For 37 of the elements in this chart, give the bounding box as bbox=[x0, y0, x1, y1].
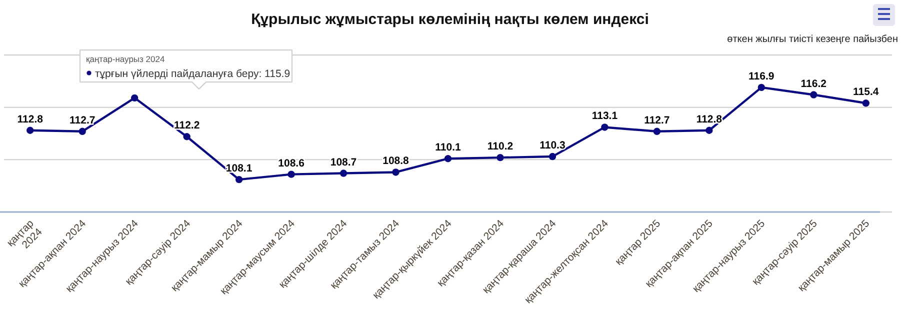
data-label: 108.7 bbox=[330, 156, 357, 168]
data-label: 112.7 bbox=[644, 114, 670, 126]
data-label: 113.1 bbox=[592, 110, 618, 122]
data-label: 112.7 bbox=[70, 114, 96, 126]
data-label: 110.2 bbox=[487, 140, 514, 153]
point bbox=[706, 126, 713, 134]
point bbox=[601, 124, 608, 131]
annotation: тұрғын үйлерді пайдалануға беру: 115.9 bbox=[95, 68, 290, 80]
data-label: 112.8 bbox=[17, 113, 44, 126]
point bbox=[548, 152, 556, 160]
data-label: 112.8 bbox=[696, 113, 722, 126]
point bbox=[758, 84, 766, 92]
chart-title: Құрылыс жұмыстары көлемінің нақты көлем индексі bbox=[251, 11, 649, 28]
data-label: 108.8 bbox=[382, 155, 410, 168]
point bbox=[810, 91, 818, 98]
annotation: қаңтар-наурыз 2024 bbox=[86, 54, 165, 64]
point bbox=[444, 155, 452, 162]
point bbox=[862, 100, 870, 107]
data-label: 115.4 bbox=[853, 86, 879, 98]
point bbox=[392, 168, 400, 176]
data-label: 112.2 bbox=[174, 120, 200, 132]
point bbox=[130, 94, 138, 102]
data-label: 108.6 bbox=[278, 157, 305, 170]
point bbox=[288, 170, 295, 178]
point bbox=[340, 170, 348, 177]
chart-subtitle: өткен жылғы тиісті кезеңге пайызбен bbox=[727, 34, 898, 45]
point bbox=[183, 133, 190, 140]
data-label: 116.9 bbox=[748, 70, 774, 82]
data-label: 116.2 bbox=[800, 78, 827, 90]
data-label: 110.3 bbox=[540, 140, 566, 152]
point bbox=[653, 128, 661, 136]
data-label: 108.1 bbox=[226, 162, 252, 175]
point bbox=[235, 176, 243, 184]
point bbox=[26, 126, 34, 134]
data-label: 110.1 bbox=[435, 142, 462, 154]
point bbox=[78, 128, 86, 136]
point bbox=[496, 154, 504, 162]
